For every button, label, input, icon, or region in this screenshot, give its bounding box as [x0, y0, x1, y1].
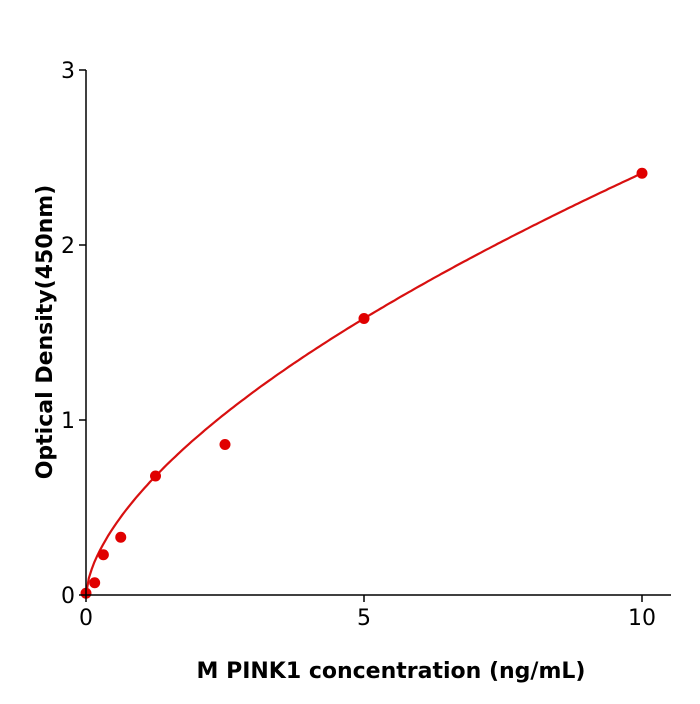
- y-tick-label: 1: [61, 409, 75, 434]
- x-tick-label: 0: [79, 606, 93, 631]
- data-point: [115, 531, 127, 543]
- data-point: [636, 167, 648, 179]
- x-tick-label: 10: [628, 606, 656, 631]
- x-axis-label: M PINK1 concentration (ng/mL): [197, 659, 586, 684]
- y-tick-label: 3: [61, 59, 75, 84]
- fit-curve: [84, 172, 643, 596]
- data-point: [97, 549, 109, 561]
- y-tick-label: 2: [61, 234, 75, 259]
- data-point: [89, 577, 101, 589]
- data-point: [219, 439, 231, 450]
- data-point: [358, 313, 370, 324]
- y-tick-label: 0: [61, 584, 75, 609]
- data-point: [150, 470, 161, 482]
- y-axis-label: Optical Density(450nm): [33, 185, 58, 480]
- x-tick-label: 5: [357, 606, 371, 631]
